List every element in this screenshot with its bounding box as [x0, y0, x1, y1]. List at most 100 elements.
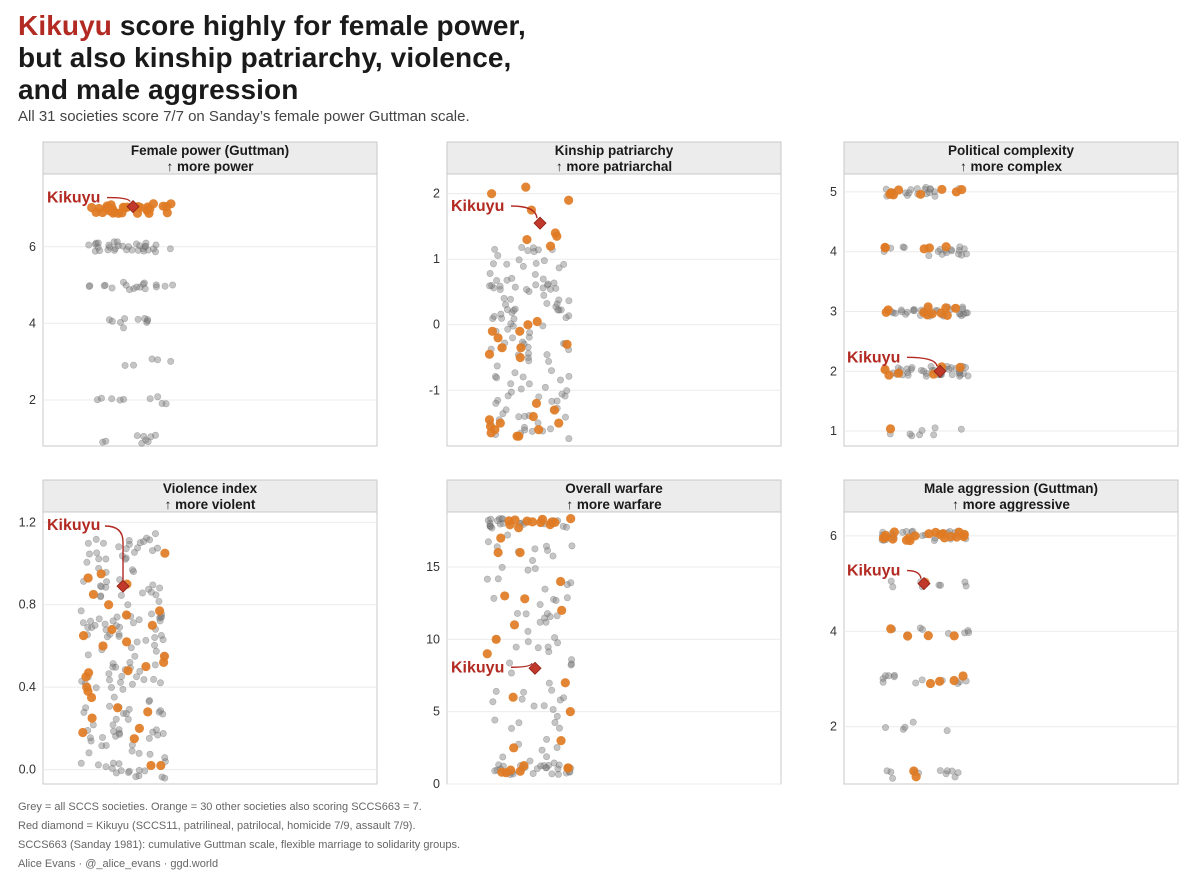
grey-point — [491, 245, 499, 253]
grey-point — [555, 306, 563, 314]
grey-point — [520, 423, 528, 431]
orange-point — [942, 310, 952, 320]
orange-point — [121, 637, 132, 647]
orange-point — [886, 624, 896, 634]
grey-point — [507, 295, 515, 303]
y-tick-label: 5 — [830, 185, 837, 199]
grey-point — [105, 670, 113, 678]
grey-point — [141, 243, 149, 251]
grey-point — [549, 706, 557, 714]
grey-point — [542, 764, 550, 772]
grey-point — [507, 388, 515, 396]
grey-point — [144, 316, 152, 324]
grey-point — [121, 361, 129, 369]
grey-point — [491, 372, 499, 380]
grey-point — [920, 367, 928, 375]
grey-point — [119, 685, 127, 693]
grey-point — [890, 673, 898, 681]
grey-point — [957, 425, 965, 433]
grey-point — [101, 281, 109, 289]
grey-point — [563, 387, 571, 395]
grey-point — [493, 517, 501, 525]
grey-point — [500, 294, 508, 302]
orange-point — [878, 533, 889, 543]
orange-point — [143, 707, 153, 717]
grey-point — [557, 306, 565, 314]
grey-point — [552, 303, 560, 311]
grey-point — [96, 247, 104, 255]
grey-point — [903, 365, 911, 373]
grey-point — [548, 367, 556, 375]
orange-point — [552, 231, 562, 241]
title-highlight: Kikuyu — [18, 10, 112, 41]
grey-point — [887, 768, 895, 776]
grey-point — [513, 609, 521, 617]
grey-point — [554, 770, 562, 778]
orange-point — [123, 666, 133, 676]
grey-point — [525, 288, 533, 296]
orange-point — [911, 772, 921, 782]
y-tick-label: 6 — [29, 240, 36, 254]
grey-point — [116, 623, 124, 631]
grey-point — [542, 618, 550, 626]
grey-point — [525, 333, 533, 341]
grey-point — [109, 617, 117, 625]
grey-point — [157, 631, 165, 639]
caption-line-2: Red diamond = Kikuyu (SCCS11, patrilinea… — [18, 820, 416, 832]
grey-point — [507, 380, 515, 388]
grey-point — [545, 357, 553, 365]
grey-point — [154, 356, 162, 364]
grey-point — [91, 247, 99, 255]
grey-point — [486, 282, 494, 290]
kikuyu-connector — [510, 662, 533, 668]
orange-point — [118, 202, 128, 212]
grey-point — [550, 759, 558, 767]
grey-point — [568, 660, 576, 668]
grey-point — [902, 310, 910, 318]
grey-point — [899, 725, 907, 733]
grey-point — [155, 597, 163, 605]
panel-strip — [843, 479, 1179, 513]
grey-point — [553, 300, 561, 308]
grey-point — [508, 274, 516, 282]
grey-point — [562, 314, 570, 322]
grey-point — [115, 543, 123, 551]
grey-point — [908, 432, 916, 440]
orange-point — [144, 208, 154, 218]
grey-point — [958, 251, 966, 259]
grey-point — [109, 759, 117, 767]
grey-point — [92, 535, 100, 543]
orange-point — [81, 672, 91, 682]
grey-point — [524, 627, 532, 635]
grey-point — [935, 581, 943, 589]
grey-point — [91, 621, 99, 629]
grey-point — [553, 744, 561, 752]
grey-point — [110, 693, 118, 701]
grey-point — [956, 372, 964, 380]
y-tick-label: 15 — [426, 560, 440, 574]
kikuyu-label: Kikuyu — [451, 198, 504, 215]
grey-point — [900, 244, 908, 252]
grey-point — [487, 515, 495, 523]
orange-point — [515, 352, 525, 363]
grey-point — [543, 299, 551, 307]
grey-point — [524, 638, 532, 646]
grey-point — [543, 753, 551, 761]
grey-point — [143, 534, 151, 542]
grey-point — [130, 361, 138, 369]
chart-title: Kikuyu score highly for female power, bu… — [18, 10, 718, 106]
grey-point — [146, 536, 154, 544]
grey-point — [115, 729, 123, 737]
grey-point — [140, 537, 148, 545]
panel-strip — [843, 141, 1179, 175]
grey-point — [536, 601, 544, 609]
orange-point — [159, 657, 169, 668]
grey-point — [147, 588, 155, 596]
orange-point — [528, 411, 538, 422]
grey-point — [96, 582, 104, 590]
grey-point — [907, 186, 915, 194]
grey-point — [522, 285, 530, 293]
orange-point — [520, 594, 530, 604]
orange-point — [514, 523, 524, 533]
grey-point — [116, 396, 124, 404]
